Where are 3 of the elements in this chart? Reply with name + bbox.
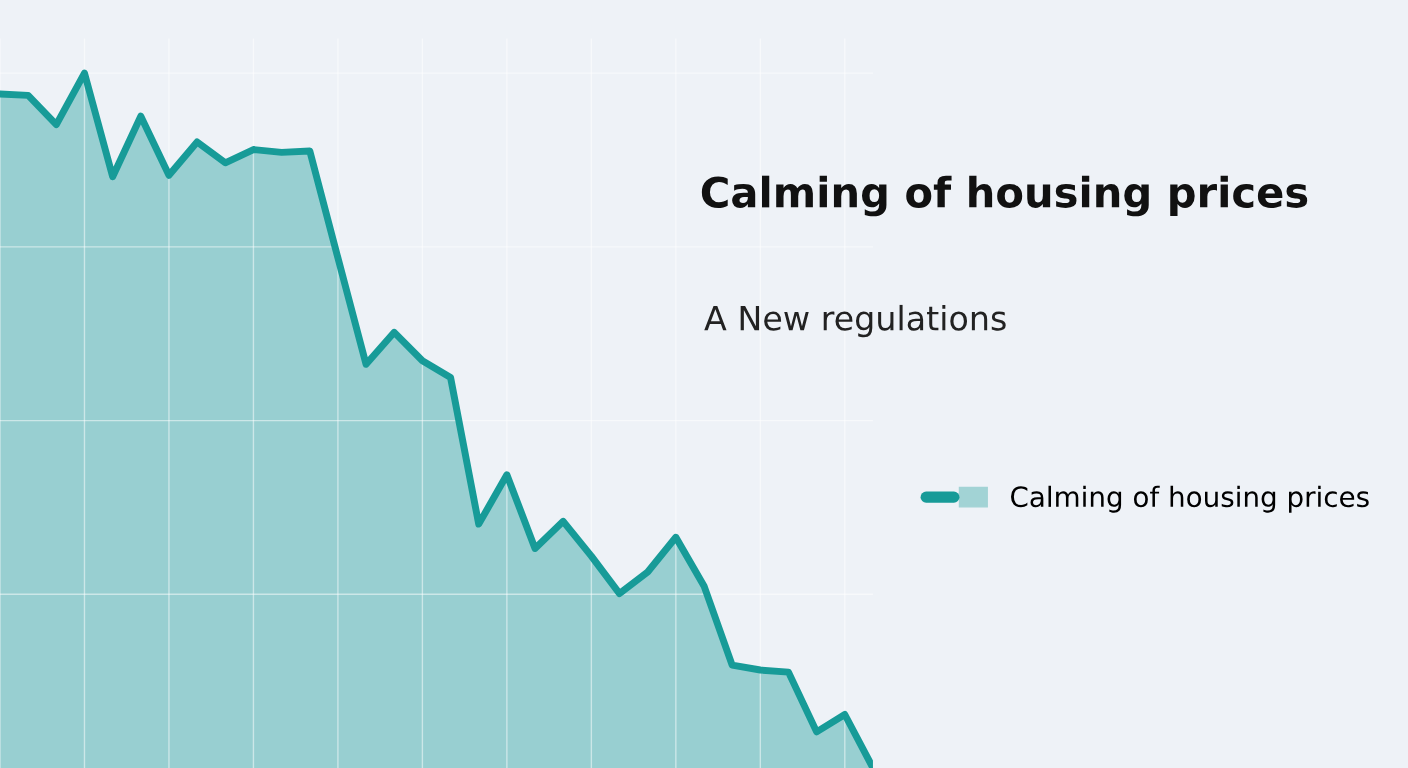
legend-label: Calming of housing prices: [1011, 485, 1369, 513]
text: Calming of housing prices: [701, 175, 1308, 217]
text: A New regulations: [704, 304, 1006, 338]
